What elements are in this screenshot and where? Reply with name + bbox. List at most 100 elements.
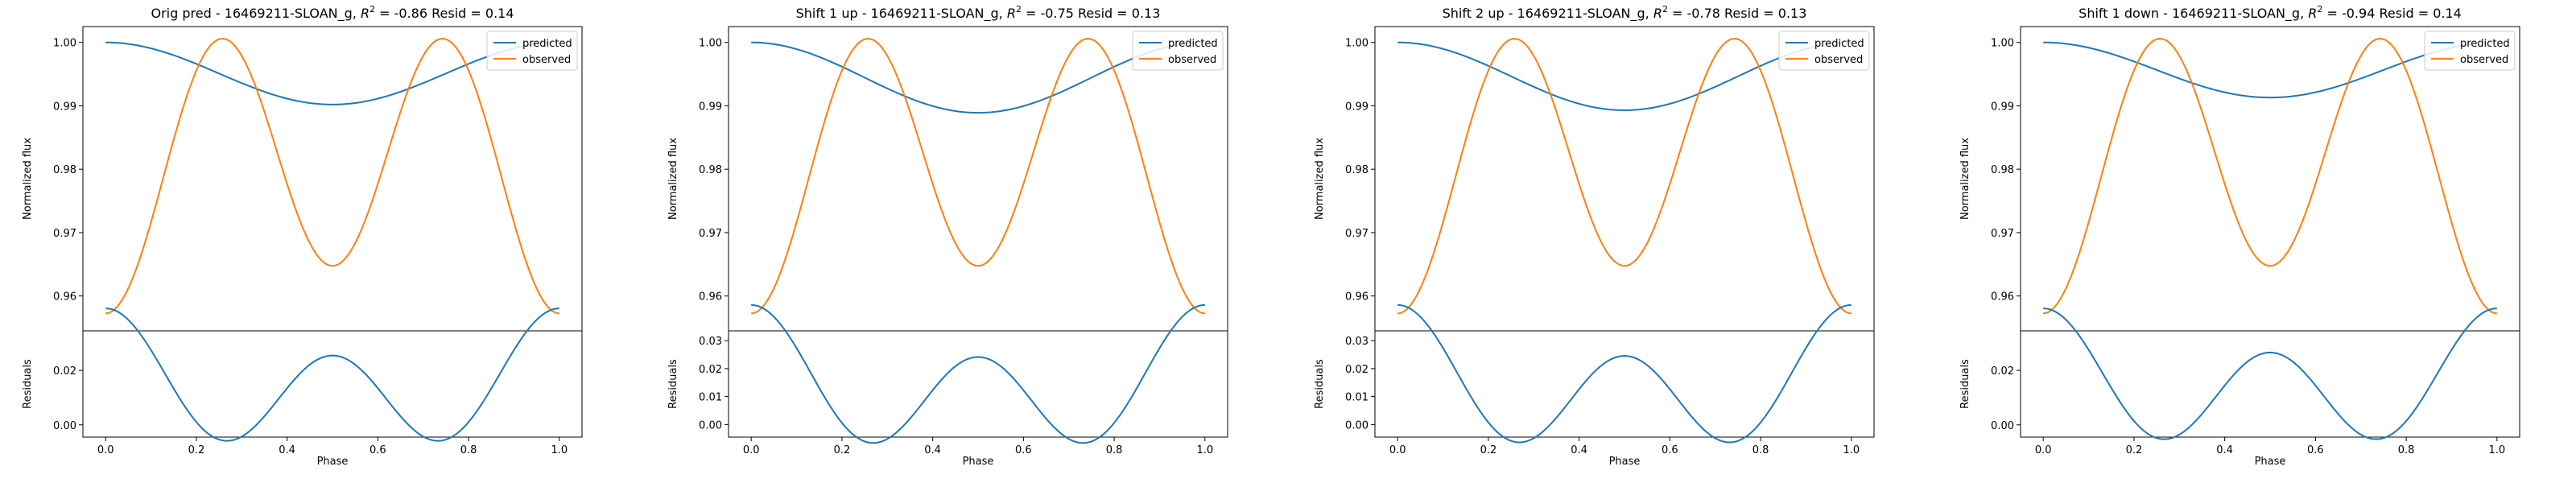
main-axes-frame (2020, 26, 2520, 332)
y-tick-label: 0.98 (1345, 164, 1368, 176)
y-axis-label: Normalized flux (22, 138, 34, 220)
main-axes-frame (1374, 26, 1875, 332)
legend-label-observed: observed (1814, 54, 1863, 66)
x-tick-label: 1.0 (2488, 444, 2505, 456)
resid-y-tick-label: 0.00 (1991, 420, 2014, 432)
x-tick-label: 0.8 (460, 444, 477, 456)
y-tick-label: 0.99 (699, 101, 722, 113)
title-r: R (361, 6, 369, 21)
residual-axes-frame (728, 330, 1228, 438)
legend: predicted observed (1132, 31, 1224, 71)
x-tick-label: 0.4 (924, 444, 941, 456)
title-superscript: 2 (1016, 4, 1022, 14)
y-tick-label: 1.00 (1991, 38, 2014, 50)
x-tick-label: 0.4 (279, 444, 295, 456)
x-tick-label: 1.0 (1843, 444, 1860, 456)
residual-axes-frame (1374, 330, 1875, 438)
resid-y-tick-label: 0.02 (699, 364, 722, 376)
y-tick-label: 1.00 (53, 38, 76, 50)
title-text-suffix: = -0.78 Resid = 0.13 (1668, 6, 1806, 21)
title-r: R (1007, 6, 1016, 21)
y-tick-label: 0.98 (1991, 164, 2014, 176)
x-tick-label: 0.2 (188, 444, 205, 456)
x-tick-label: 0.6 (369, 444, 386, 456)
chart-panel-4: Shift 1 down - 16469211-SLOAN_g, R2 = -0… (1959, 4, 2520, 468)
x-tick-label: 0.6 (1015, 444, 1032, 456)
x-tick-label: 0.2 (2126, 444, 2143, 456)
x-tick-label: 0.2 (1480, 444, 1497, 456)
resid-y-axis-label: Residuals (22, 359, 34, 409)
main-axes-frame (82, 26, 583, 332)
resid-y-axis-label: Residuals (1959, 359, 1971, 409)
title-text: Shift 2 up - 16469211-SLOAN_g, (1443, 6, 1653, 22)
legend-label-observed: observed (1168, 54, 1216, 66)
y-tick-label: 0.98 (699, 164, 722, 176)
y-tick-label: 0.96 (1991, 291, 2014, 303)
resid-y-axis-label: Residuals (1314, 359, 1326, 409)
y-tick-label: 0.97 (1991, 228, 2014, 240)
series-line-residual (105, 308, 559, 442)
series-line-predicted (1397, 41, 1852, 111)
x-tick-label: 0.0 (743, 444, 760, 456)
legend-label-observed: observed (522, 54, 571, 66)
x-tick-label: 0.4 (1571, 444, 1587, 456)
x-axis-label: Phase (1609, 456, 1641, 468)
series-line-residual (751, 303, 1205, 444)
title-text-suffix: = -0.86 Resid = 0.14 (375, 6, 514, 21)
chart-title: Shift 1 up - 16469211-SLOAN_g, R2 = -0.7… (796, 4, 1161, 22)
title-r: R (1653, 6, 1662, 21)
x-tick-label: 0.6 (2307, 444, 2324, 456)
title-text: Orig pred - 16469211-SLOAN_g, (151, 6, 360, 22)
x-tick-label: 0.8 (1752, 444, 1769, 456)
title-r: R (2308, 6, 2317, 21)
legend-label-observed: observed (2460, 54, 2508, 66)
title-text: Shift 1 down - 16469211-SLOAN_g, (2079, 6, 2308, 22)
resid-y-tick-label: 0.01 (699, 392, 722, 404)
residual-axes-frame (82, 330, 583, 438)
chart-panel-3: Shift 2 up - 16469211-SLOAN_g, R2 = -0.7… (1314, 4, 1875, 468)
x-tick-label: 0.4 (2216, 444, 2233, 456)
series-line-residual (2043, 308, 2497, 440)
x-tick-label: 1.0 (1196, 444, 1213, 456)
legend-label-predicted: predicted (1168, 38, 1218, 50)
legend-label-predicted: predicted (1814, 38, 1864, 50)
y-tick-label: 0.96 (699, 291, 722, 303)
y-axis-label: Normalized flux (667, 138, 679, 220)
x-tick-label: 0.0 (2035, 444, 2052, 456)
resid-y-tick-label: 0.03 (1345, 336, 1368, 348)
y-tick-label: 0.98 (53, 164, 76, 176)
series-line-observed (105, 38, 559, 315)
x-tick-label: 0.2 (834, 444, 851, 456)
title-text-suffix: = -0.94 Resid = 0.14 (2322, 6, 2461, 21)
series-line-observed (2043, 38, 2497, 315)
y-axis-label: Normalized flux (1314, 138, 1326, 220)
resid-y-tick-label: 0.03 (699, 336, 722, 348)
resid-y-tick-label: 0.00 (699, 419, 722, 431)
y-tick-label: 0.97 (53, 228, 76, 240)
y-tick-label: 0.99 (1345, 101, 1368, 113)
x-axis-label: Phase (963, 456, 994, 468)
x-axis-label: Phase (2255, 456, 2286, 468)
y-tick-label: 0.97 (1345, 228, 1368, 240)
title-text: Shift 1 up - 16469211-SLOAN_g, (796, 6, 1007, 22)
legend: predicted observed (2424, 31, 2516, 71)
title-superscript: 2 (369, 4, 375, 14)
y-tick-label: 0.97 (699, 228, 722, 240)
x-tick-label: 1.0 (551, 444, 568, 456)
resid-y-tick-label: 0.02 (1345, 364, 1368, 376)
series-line-observed (751, 38, 1205, 315)
resid-y-tick-label: 0.02 (1991, 365, 2014, 378)
legend-label-predicted: predicted (522, 38, 572, 50)
y-tick-label: 0.99 (1991, 101, 2014, 113)
x-tick-label: 0.6 (1662, 444, 1678, 456)
chart-panel-2: Shift 1 up - 16469211-SLOAN_g, R2 = -0.7… (667, 4, 1228, 468)
title-superscript: 2 (2317, 4, 2322, 14)
legend-box (2424, 31, 2516, 71)
resid-y-tick-label: 0.00 (1345, 419, 1368, 431)
y-tick-label: 0.96 (1345, 291, 1368, 303)
x-tick-label: 0.0 (1389, 444, 1406, 456)
legend-box (1132, 31, 1224, 71)
chart-title: Shift 1 down - 16469211-SLOAN_g, R2 = -0… (2079, 4, 2462, 22)
chart-title: Shift 2 up - 16469211-SLOAN_g, R2 = -0.7… (1443, 4, 1807, 22)
